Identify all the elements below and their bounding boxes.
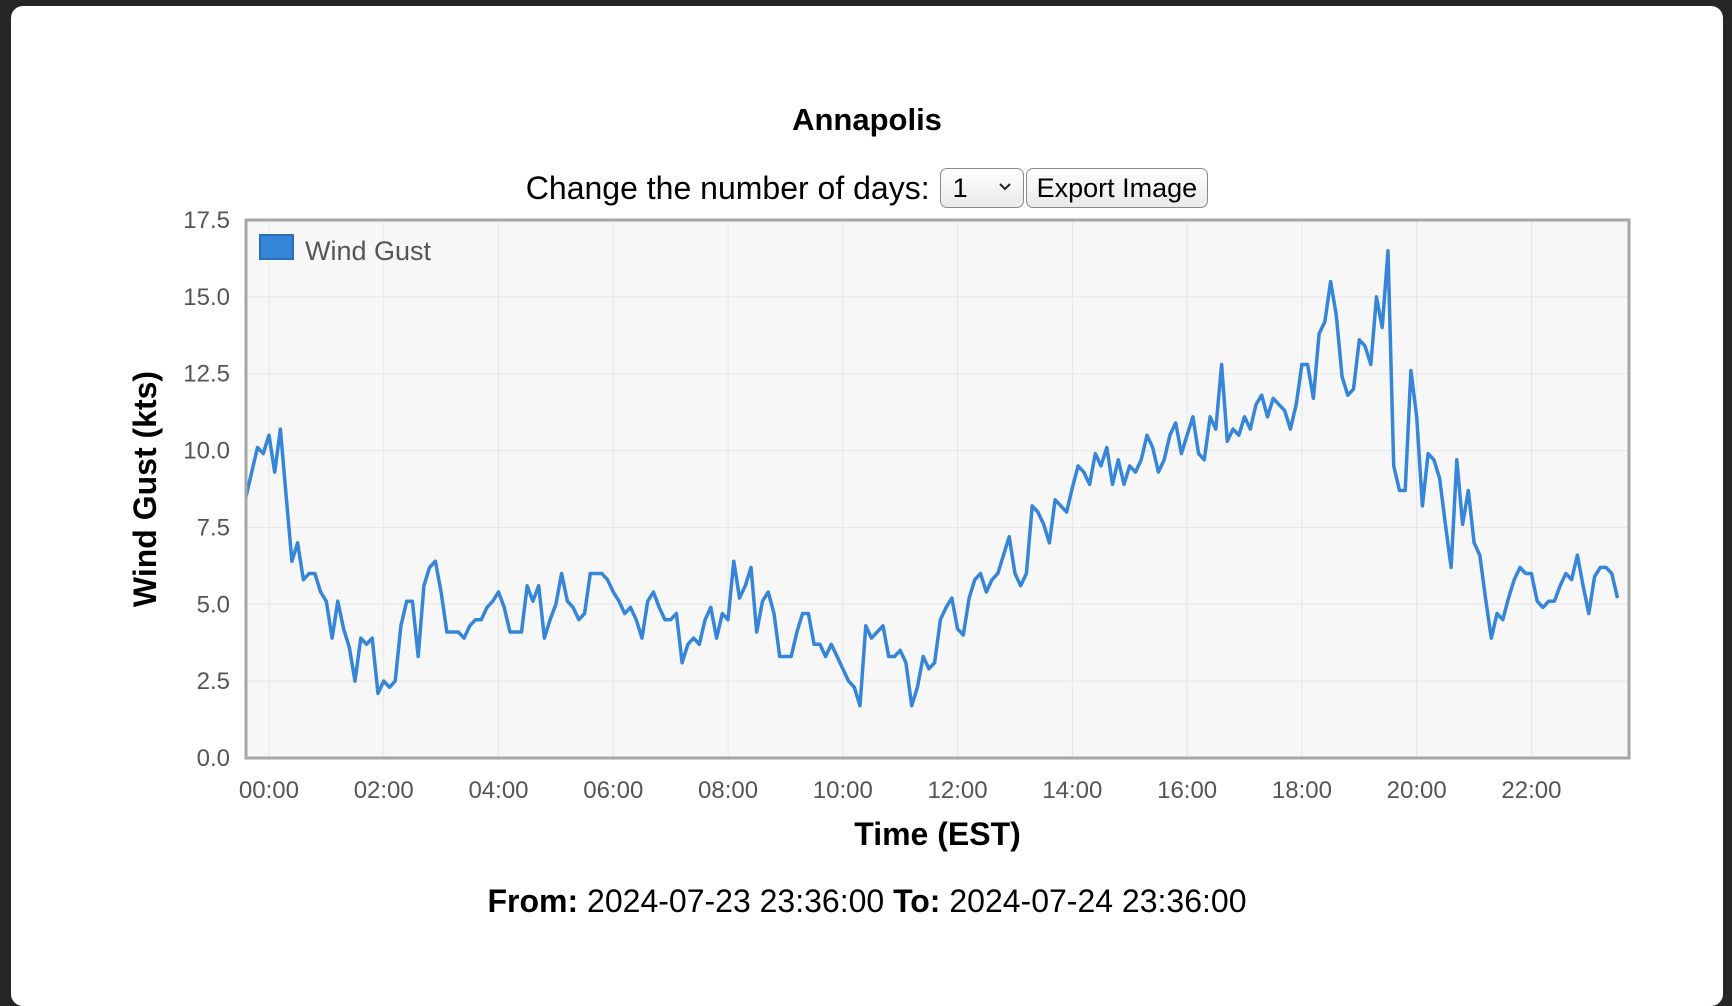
x-axis-title: Time (EST) bbox=[854, 816, 1021, 852]
y-tick-label: 15.0 bbox=[183, 284, 230, 311]
y-tick-label: 5.0 bbox=[197, 591, 230, 618]
y-tick-label: 7.5 bbox=[197, 514, 230, 541]
to-label: To: bbox=[893, 883, 941, 919]
to-value: 2024-07-24 23:36:00 bbox=[949, 883, 1247, 919]
x-tick-label: 16:00 bbox=[1157, 777, 1217, 804]
y-tick-label: 17.5 bbox=[183, 207, 230, 234]
x-tick-label: 08:00 bbox=[698, 777, 758, 804]
x-tick-label: 22:00 bbox=[1501, 777, 1561, 804]
y-axis-title: Wind Gust (kts) bbox=[127, 371, 163, 607]
x-tick-label: 06:00 bbox=[583, 777, 643, 804]
controls-row: Change the number of days: 1 Export Imag… bbox=[11, 168, 1723, 208]
legend-label: Wind Gust bbox=[305, 236, 432, 266]
date-range: From: 2024-07-23 23:36:00 To: 2024-07-24… bbox=[11, 883, 1723, 920]
days-label: Change the number of days: bbox=[525, 169, 930, 206]
from-value: 2024-07-23 23:36:00 bbox=[587, 883, 885, 919]
legend-swatch bbox=[259, 234, 294, 260]
x-tick-label: 04:00 bbox=[468, 777, 528, 804]
x-tick-label: 14:00 bbox=[1042, 777, 1102, 804]
wind-gust-series-line bbox=[244, 248, 1620, 708]
wind-gust-chart: 0.0 2.5 5.0 7.5 10.0 12.5 15.0 17.5 00:00 02:00 04… bbox=[127, 207, 1631, 852]
from-label: From: bbox=[487, 883, 579, 919]
chevron-down-icon bbox=[998, 183, 1011, 191]
x-tick-label: 02:00 bbox=[354, 777, 414, 804]
x-tick-label: 12:00 bbox=[928, 777, 988, 804]
plot-frame bbox=[244, 218, 1631, 760]
days-select[interactable]: 1 bbox=[939, 168, 1024, 208]
chart-title: Annapolis bbox=[792, 102, 942, 137]
x-tick-label: 18:00 bbox=[1272, 777, 1332, 804]
x-tick-label: 00:00 bbox=[239, 777, 299, 804]
y-tick-label: 12.5 bbox=[183, 361, 230, 388]
export-image-button[interactable]: Export Image bbox=[1025, 168, 1209, 208]
days-select-value: 1 bbox=[952, 172, 968, 203]
x-tick-label: 10:00 bbox=[813, 777, 873, 804]
y-tick-label: 2.5 bbox=[197, 668, 230, 695]
x-tick-label: 20:00 bbox=[1387, 777, 1447, 804]
y-tick-label: 0.0 bbox=[197, 745, 230, 772]
y-tick-label: 10.0 bbox=[183, 438, 230, 465]
